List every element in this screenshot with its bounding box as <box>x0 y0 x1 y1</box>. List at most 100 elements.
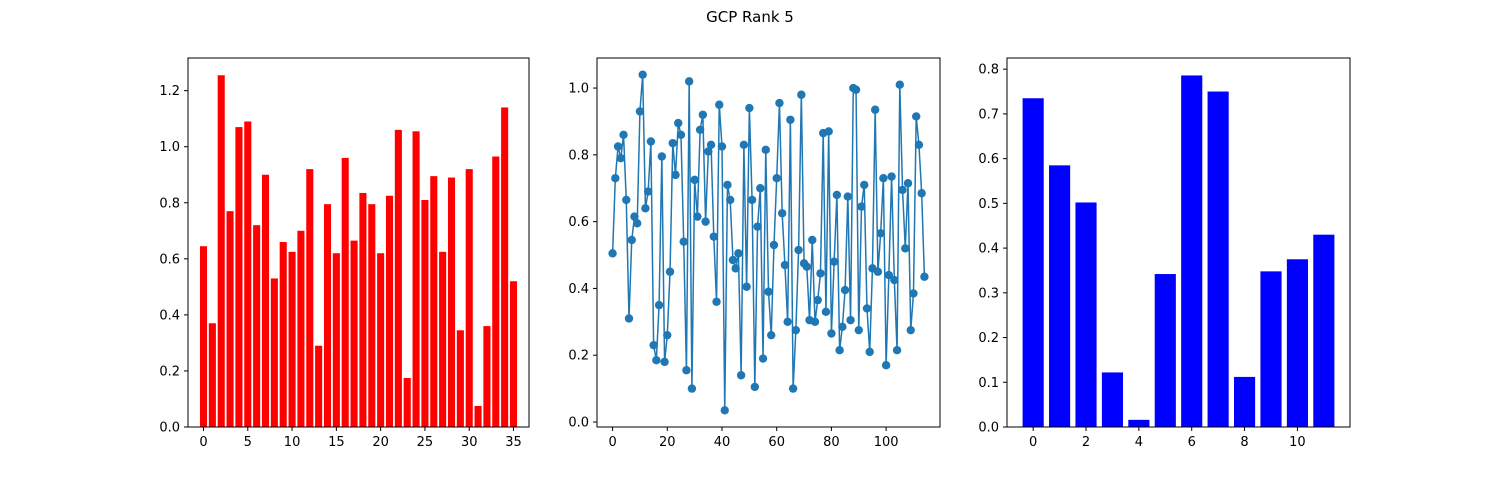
point-21 <box>665 267 675 276</box>
bar-0-0 <box>199 246 208 427</box>
bar-2-1 <box>1049 165 1071 427</box>
point-103 <box>890 275 899 285</box>
bar-0-17 <box>350 240 358 427</box>
y-tick-label-0-3: 0.6 <box>159 252 180 267</box>
point-67 <box>791 325 801 335</box>
point-99 <box>879 174 888 183</box>
point-49 <box>742 282 751 291</box>
bar-0-19 <box>368 204 376 427</box>
bar-0-6 <box>253 225 261 427</box>
point-33 <box>698 110 708 119</box>
point-11 <box>638 70 647 79</box>
point-65 <box>786 115 795 124</box>
point-32 <box>695 125 705 134</box>
x-tick-label-0-3: 15 <box>328 435 345 450</box>
point-105 <box>895 80 904 89</box>
bar-2-11 <box>1313 234 1335 427</box>
point-13 <box>643 187 653 196</box>
point-44 <box>728 255 738 265</box>
point-87 <box>846 315 855 325</box>
point-0 <box>608 249 617 258</box>
point-51 <box>747 195 757 205</box>
point-53 <box>753 222 762 231</box>
x-tick-label-0-6: 30 <box>461 435 478 450</box>
bar-0-35 <box>509 281 518 427</box>
point-12 <box>641 204 650 213</box>
point-18 <box>657 152 667 161</box>
y-tick-label-0-2: 0.4 <box>159 308 180 323</box>
point-91 <box>857 202 866 211</box>
point-108 <box>903 179 913 188</box>
point-47 <box>736 371 746 380</box>
point-31 <box>693 212 702 221</box>
bar-0-24 <box>412 131 420 428</box>
point-104 <box>892 345 902 355</box>
bar-0-2 <box>217 75 225 427</box>
bar-0-7 <box>261 174 270 427</box>
x-tick-label-1-1: 20 <box>659 435 676 450</box>
point-100 <box>881 361 891 370</box>
point-8 <box>630 212 639 221</box>
point-4 <box>619 130 628 140</box>
point-35 <box>704 147 713 156</box>
point-24 <box>674 118 683 128</box>
point-17 <box>654 300 664 310</box>
x-tick-label-0-2: 10 <box>284 435 301 450</box>
axes-frame-2 <box>1006 57 1351 428</box>
point-41 <box>720 406 729 415</box>
point-62 <box>777 209 787 218</box>
bar-0-31 <box>474 405 482 427</box>
bar-0-10 <box>288 251 296 427</box>
point-6 <box>624 314 634 323</box>
y-tick-label-2-7: 0.7 <box>978 107 999 122</box>
point-34 <box>701 217 710 226</box>
x-tick-label-1-2: 40 <box>714 435 731 450</box>
bar-0-30 <box>465 169 473 427</box>
subplot-middle-line-chart: 0 20 40 60 80 100 0.0 0.2 0.4 0.6 0.8 1.0 <box>568 57 941 450</box>
bar-0-8 <box>270 278 278 427</box>
point-22 <box>668 138 677 148</box>
y-tick-label-1-2: 0.4 <box>568 282 589 297</box>
point-45 <box>731 264 740 273</box>
point-76 <box>816 269 825 278</box>
point-58 <box>767 330 776 340</box>
point-1 <box>611 174 620 183</box>
point-40 <box>717 142 727 151</box>
point-56 <box>761 145 770 155</box>
bar-0-28 <box>447 177 456 427</box>
point-111 <box>912 112 921 121</box>
point-109 <box>906 325 915 335</box>
point-5 <box>622 195 631 205</box>
bar-0-34 <box>501 107 509 427</box>
point-23 <box>671 170 680 180</box>
point-107 <box>901 244 910 253</box>
x-tick-label-2-5: 10 <box>1289 435 1306 450</box>
point-74 <box>810 317 820 327</box>
point-10 <box>635 107 645 116</box>
point-29 <box>687 384 697 393</box>
point-48 <box>739 140 749 150</box>
point-112 <box>914 140 924 150</box>
point-80 <box>827 329 836 338</box>
point-36 <box>706 140 716 150</box>
y-tick-label-1-5: 1.0 <box>568 82 589 97</box>
x-tick-label-2-1: 2 <box>1082 435 1090 450</box>
point-102 <box>887 172 896 181</box>
point-15 <box>649 340 658 350</box>
point-39 <box>715 100 724 109</box>
point-37 <box>709 232 718 241</box>
point-89 <box>851 85 861 94</box>
point-85 <box>840 285 850 295</box>
point-28 <box>684 77 694 86</box>
point-97 <box>873 267 883 276</box>
point-2 <box>613 142 623 151</box>
point-94 <box>865 347 874 357</box>
bar-2-10 <box>1286 259 1308 427</box>
point-84 <box>838 322 847 332</box>
subplot-left-bar-chart: 0 5 10 15 20 25 30 35 0.0 0.2 0.4 0.6 0.8 1.0 1.2 <box>159 57 530 450</box>
y-tick-label-0-0: 0.0 <box>159 421 180 436</box>
point-110 <box>909 289 918 298</box>
figure-title: GCP Rank 5 <box>706 8 794 26</box>
bar-0-13 <box>315 345 323 427</box>
